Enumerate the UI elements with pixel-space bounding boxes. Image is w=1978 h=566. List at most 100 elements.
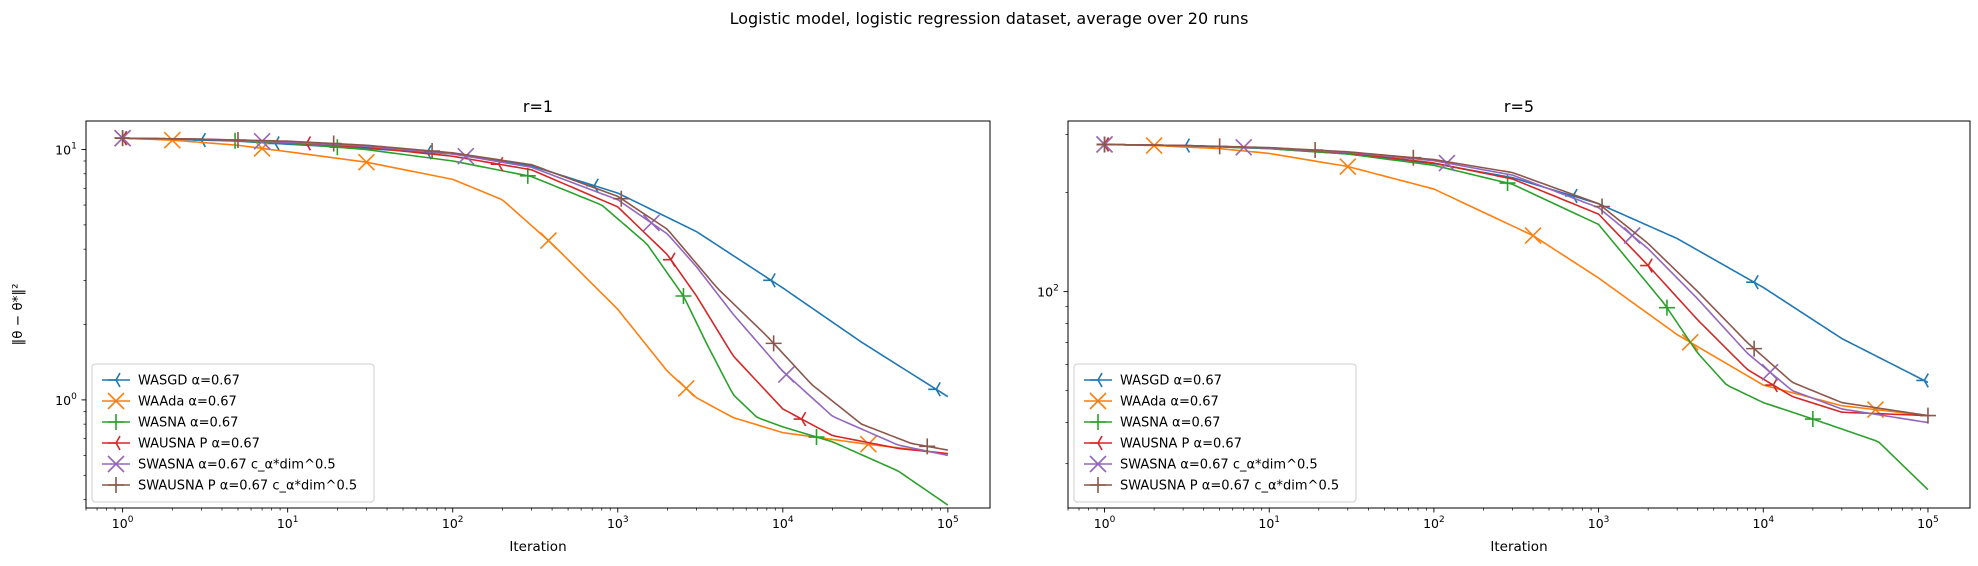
legend-box [91,363,375,503]
series-marker-wasgd-0-67 [1916,373,1929,388]
series-marker-swasna-0-67-c-dim-0-5 [457,147,475,165]
series-marker-swausna-p-0-67-c-dim-0-5 [1096,136,1113,153]
subplot-title: r=5 [1504,97,1534,116]
x-tick-label: 102 [442,515,464,531]
series-marker-swausna-p-0-67-c-dim-0-5 [1919,407,1936,424]
series-marker-swausna-p-0-67-c-dim-0-5 [325,135,342,152]
series-marker-wausna-p-0-67 [662,252,676,268]
x-tick-label: 105 [1917,515,1939,531]
series-marker-wasna-0-67 [675,287,692,304]
y-axis-label: ‖θ − θ*‖² [10,283,26,345]
legend-marker [1089,455,1107,473]
legend-item-swausna-p-0-67-c-dim-0-5: SWAUSNA P α=0.67 c_α*dim^0.5 [1084,477,1339,494]
x-tick-label: 101 [277,515,299,531]
plot-area [1095,135,1936,491]
series-marker-swausna-p-0-67-c-dim-0-5 [1746,340,1763,357]
series-marker-swasna-0-67-c-dim-0-5 [642,214,661,232]
legend-item-swasna-0-67-c-dim-0-5: SWASNA α=0.67 c_α*dim^0.5 [102,455,336,473]
legend-marker [1090,435,1103,451]
legend: WASGD α=0.67 WAAda α=0.67 WASNA α=0.67 WAUS… [1073,363,1357,503]
x-tick-label: 101 [1258,515,1280,531]
series-line-wasgd-0-67 [122,137,949,398]
series-marker-wasgd-0-67 [928,381,941,397]
series-marker-wasgd-0-67 [1746,274,1759,290]
series-marker-wausna-p-0-67 [793,411,807,427]
series-marker-swausna-p-0-67-c-dim-0-5 [424,143,441,160]
series-marker-swausna-p-0-67-c-dim-0-5 [765,335,782,352]
series-marker-swausna-p-0-67-c-dim-0-5 [919,438,936,455]
legend-item-wausna-p-0-67: WAUSNA P α=0.67 [1084,435,1242,452]
series-marker-swausna-p-0-67-c-dim-0-5 [1594,198,1611,215]
series-marker-swausna-p-0-67-c-dim-0-5 [114,130,131,147]
legend-label: WAUSNA P α=0.67 [138,437,260,452]
legend-marker [1090,477,1106,493]
legend-label: WASGD α=0.67 [1120,374,1222,389]
legend-marker [107,455,125,473]
series-marker-swausna-p-0-67-c-dim-0-5 [1307,142,1324,159]
legend-label: WAUSNA P α=0.67 [1120,437,1242,452]
x-tick-label: 104 [1752,515,1774,531]
right-subplot-r5: r=5 100 101 102 103 104 105 102 Iteration WASGD α… [1037,97,1971,555]
legend-item-swasna-0-67-c-dim-0-5: SWASNA α=0.67 c_α*dim^0.5 [1084,455,1318,473]
series-marker-swasna-0-67-c-dim-0-5 [1438,154,1456,172]
series-marker-wausna-p-0-67 [1640,258,1653,273]
series-marker-waada-0-67 [1339,157,1357,176]
legend-item-wasgd-0-67: WASGD α=0.67 [102,372,240,389]
y-tick-label: 100 [55,392,77,408]
x-tick-label: 104 [772,515,794,531]
subplot-title: r=1 [523,97,553,116]
series-marker-wasna-0-67 [329,139,346,156]
legend-item-swausna-p-0-67-c-dim-0-5: SWAUSNA P α=0.67 c_α*dim^0.5 [102,477,357,494]
legend-marker [107,392,125,410]
x-axis-label: Iteration [509,539,566,555]
series-marker-wasna-0-67 [519,167,536,184]
x-tick-label: 102 [1423,515,1445,531]
legend-item-wasna-0-67: WASNA α=0.67 [1084,414,1220,431]
series-marker-swausna-p-0-67-c-dim-0-5 [1405,149,1422,166]
series-line-waada-0-67 [1104,143,1929,417]
x-tick-label: 103 [607,515,629,531]
figure-suptitle: Logistic model, logistic regression data… [730,9,1249,28]
legend-item-wausna-p-0-67: WAUSNA P α=0.67 [102,435,260,452]
series-marker-swausna-p-0-67-c-dim-0-5 [1211,138,1228,155]
legend-marker [108,477,124,493]
legend-item-waada-0-67: WAAda α=0.67 [102,392,237,410]
legend-label: SWASNA α=0.67 c_α*dim^0.5 [138,458,336,473]
series-marker-wasna-0-67 [1804,411,1821,428]
y-tick-label: 101 [55,142,77,158]
legend-label: WASNA α=0.67 [138,416,238,431]
legend-marker [108,414,124,430]
legend-marker [1089,392,1107,410]
series-marker-waada-0-67 [859,435,877,453]
x-axis-label: Iteration [1490,539,1547,555]
legend-item-waada-0-67: WAAda α=0.67 [1084,392,1219,410]
axes-frame [85,120,991,509]
series-marker-swasna-0-67-c-dim-0-5 [1761,363,1779,381]
y-tick-label: 102 [1037,284,1059,300]
legend-label: WAAda α=0.67 [138,395,237,410]
x-tick-label: 103 [1588,515,1610,531]
legend-box [1073,363,1357,503]
series-marker-waada-0-67 [163,131,181,149]
series-marker-waada-0-67 [539,232,557,250]
left-subplot-r1: r=1 100 101 102 103 104 105 100 101 Iteration ‖θ −… [10,97,991,555]
legend-marker [108,435,121,451]
series-marker-waada-0-67 [357,153,375,171]
x-tick-label: 100 [112,515,134,531]
legend-label: SWASNA α=0.67 c_α*dim^0.5 [1120,458,1318,473]
x-tick-label: 100 [1094,515,1116,531]
legend-item-wasgd-0-67: WASGD α=0.67 [1084,372,1222,389]
legend-item-wasna-0-67: WASNA α=0.67 [102,414,238,431]
series-line-swausna-p-0-67-c-dim-0-5 [122,137,949,451]
legend-marker [1090,414,1106,430]
series-marker-waada-0-67 [253,139,271,157]
series-marker-swausna-p-0-67-c-dim-0-5 [229,132,246,149]
axes-frame [1067,120,1971,509]
series-marker-waada-0-67 [1524,227,1542,245]
legend-label: SWAUSNA P α=0.67 c_α*dim^0.5 [138,479,357,494]
series-marker-wasgd-0-67 [763,273,776,288]
series-marker-swasna-0-67-c-dim-0-5 [777,365,795,384]
series-marker-swasna-0-67-c-dim-0-5 [1623,226,1641,245]
series-marker-wasna-0-67 [808,429,825,446]
